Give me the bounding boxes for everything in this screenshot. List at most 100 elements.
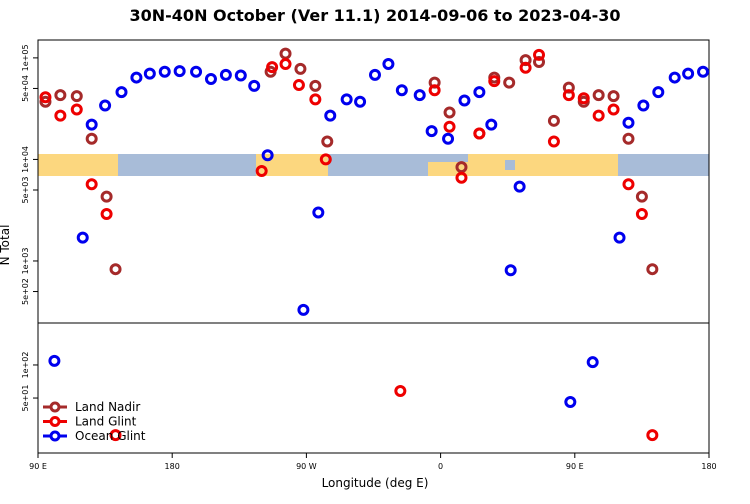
data-point [39,95,52,108]
data-point [533,56,546,69]
y-axis-label: N Total [0,225,12,266]
data-point [292,79,305,92]
data-point [513,180,526,193]
data-point [85,118,98,131]
data-point [100,190,113,203]
data-point [592,89,605,102]
data-point [100,208,113,221]
data-point [309,79,322,92]
land-band [468,154,618,176]
data-point [99,99,112,112]
x-axis-label: Longitude (deg E) [322,476,429,490]
data-point [428,84,441,97]
data-point [319,153,332,166]
legend-marker [49,430,61,442]
data-point [368,68,381,81]
data-point [190,65,203,78]
data-point [173,65,186,78]
data-point [458,94,471,107]
data-point [547,114,560,127]
data-point [394,384,407,397]
data-point [682,67,695,80]
x-tick-label: 90 E [566,462,584,471]
data-point [577,92,590,105]
x-tick-label: 180 [165,462,180,471]
data-point [39,91,52,104]
data-point [562,89,575,102]
data-point [607,90,620,103]
data-point [85,132,98,145]
data-point [109,429,122,442]
y-tick-label: 5e+01 [21,385,30,412]
legend-label: Land Glint [75,415,137,429]
data-point [637,99,650,112]
data-point [85,178,98,191]
data-point [635,208,648,221]
data-point [340,93,353,106]
data-point [382,58,395,71]
data-point [592,109,605,122]
data-point [255,164,268,177]
data-point [143,67,156,80]
data-point [519,61,532,74]
data-point [279,58,292,71]
map-strip [38,154,709,176]
data-point [109,263,122,276]
data-point [607,103,620,116]
data-point [425,125,438,138]
land-band [38,154,118,176]
data-point [204,72,217,85]
data-point [395,84,408,97]
data-point [297,303,310,316]
data-point [622,116,635,129]
data-point [547,135,560,148]
y-tick-label: 1e+05 [21,44,30,71]
data-point [697,65,710,78]
data-point [70,103,83,116]
data-point [613,231,626,244]
y-tick-label: 5e+04 [21,75,30,102]
data-point [158,65,171,78]
y-tick-label: 5e+02 [21,278,30,305]
data-point [503,76,516,89]
y-tick-label: 1e+03 [21,248,30,275]
data-point [488,75,501,88]
data-point [312,206,325,219]
data-point [455,171,468,184]
data-point [473,86,486,99]
legend-marker [49,416,61,427]
x-tick-label: 90 E [29,462,47,471]
data-point [76,231,89,244]
data-point [261,149,274,162]
x-tick-label: 180 [701,462,716,471]
data-point [48,354,61,367]
data-point [248,79,261,92]
data-point [646,429,659,442]
data-point [443,120,456,133]
data-point [564,396,577,409]
data-point [442,132,455,145]
data-point [234,69,247,82]
data-point [443,106,456,119]
data-point [413,89,426,102]
data-point [622,132,635,145]
data-point [219,68,232,81]
y-tick-label: 5e+03 [21,177,30,204]
x-tick-label: 0 [438,462,443,471]
y-tick-label: 1e+04 [21,146,30,173]
data-point [266,61,279,74]
data-point [294,62,307,75]
ocean-band [505,160,515,170]
data-point [354,95,367,108]
data-point [646,263,659,276]
data-point [622,178,635,191]
data-point [485,118,498,131]
data-point [70,90,83,103]
data-point [586,356,599,369]
plot-frame [37,322,710,454]
data-point [473,127,486,140]
y-tick-label: 1e+02 [21,352,30,379]
